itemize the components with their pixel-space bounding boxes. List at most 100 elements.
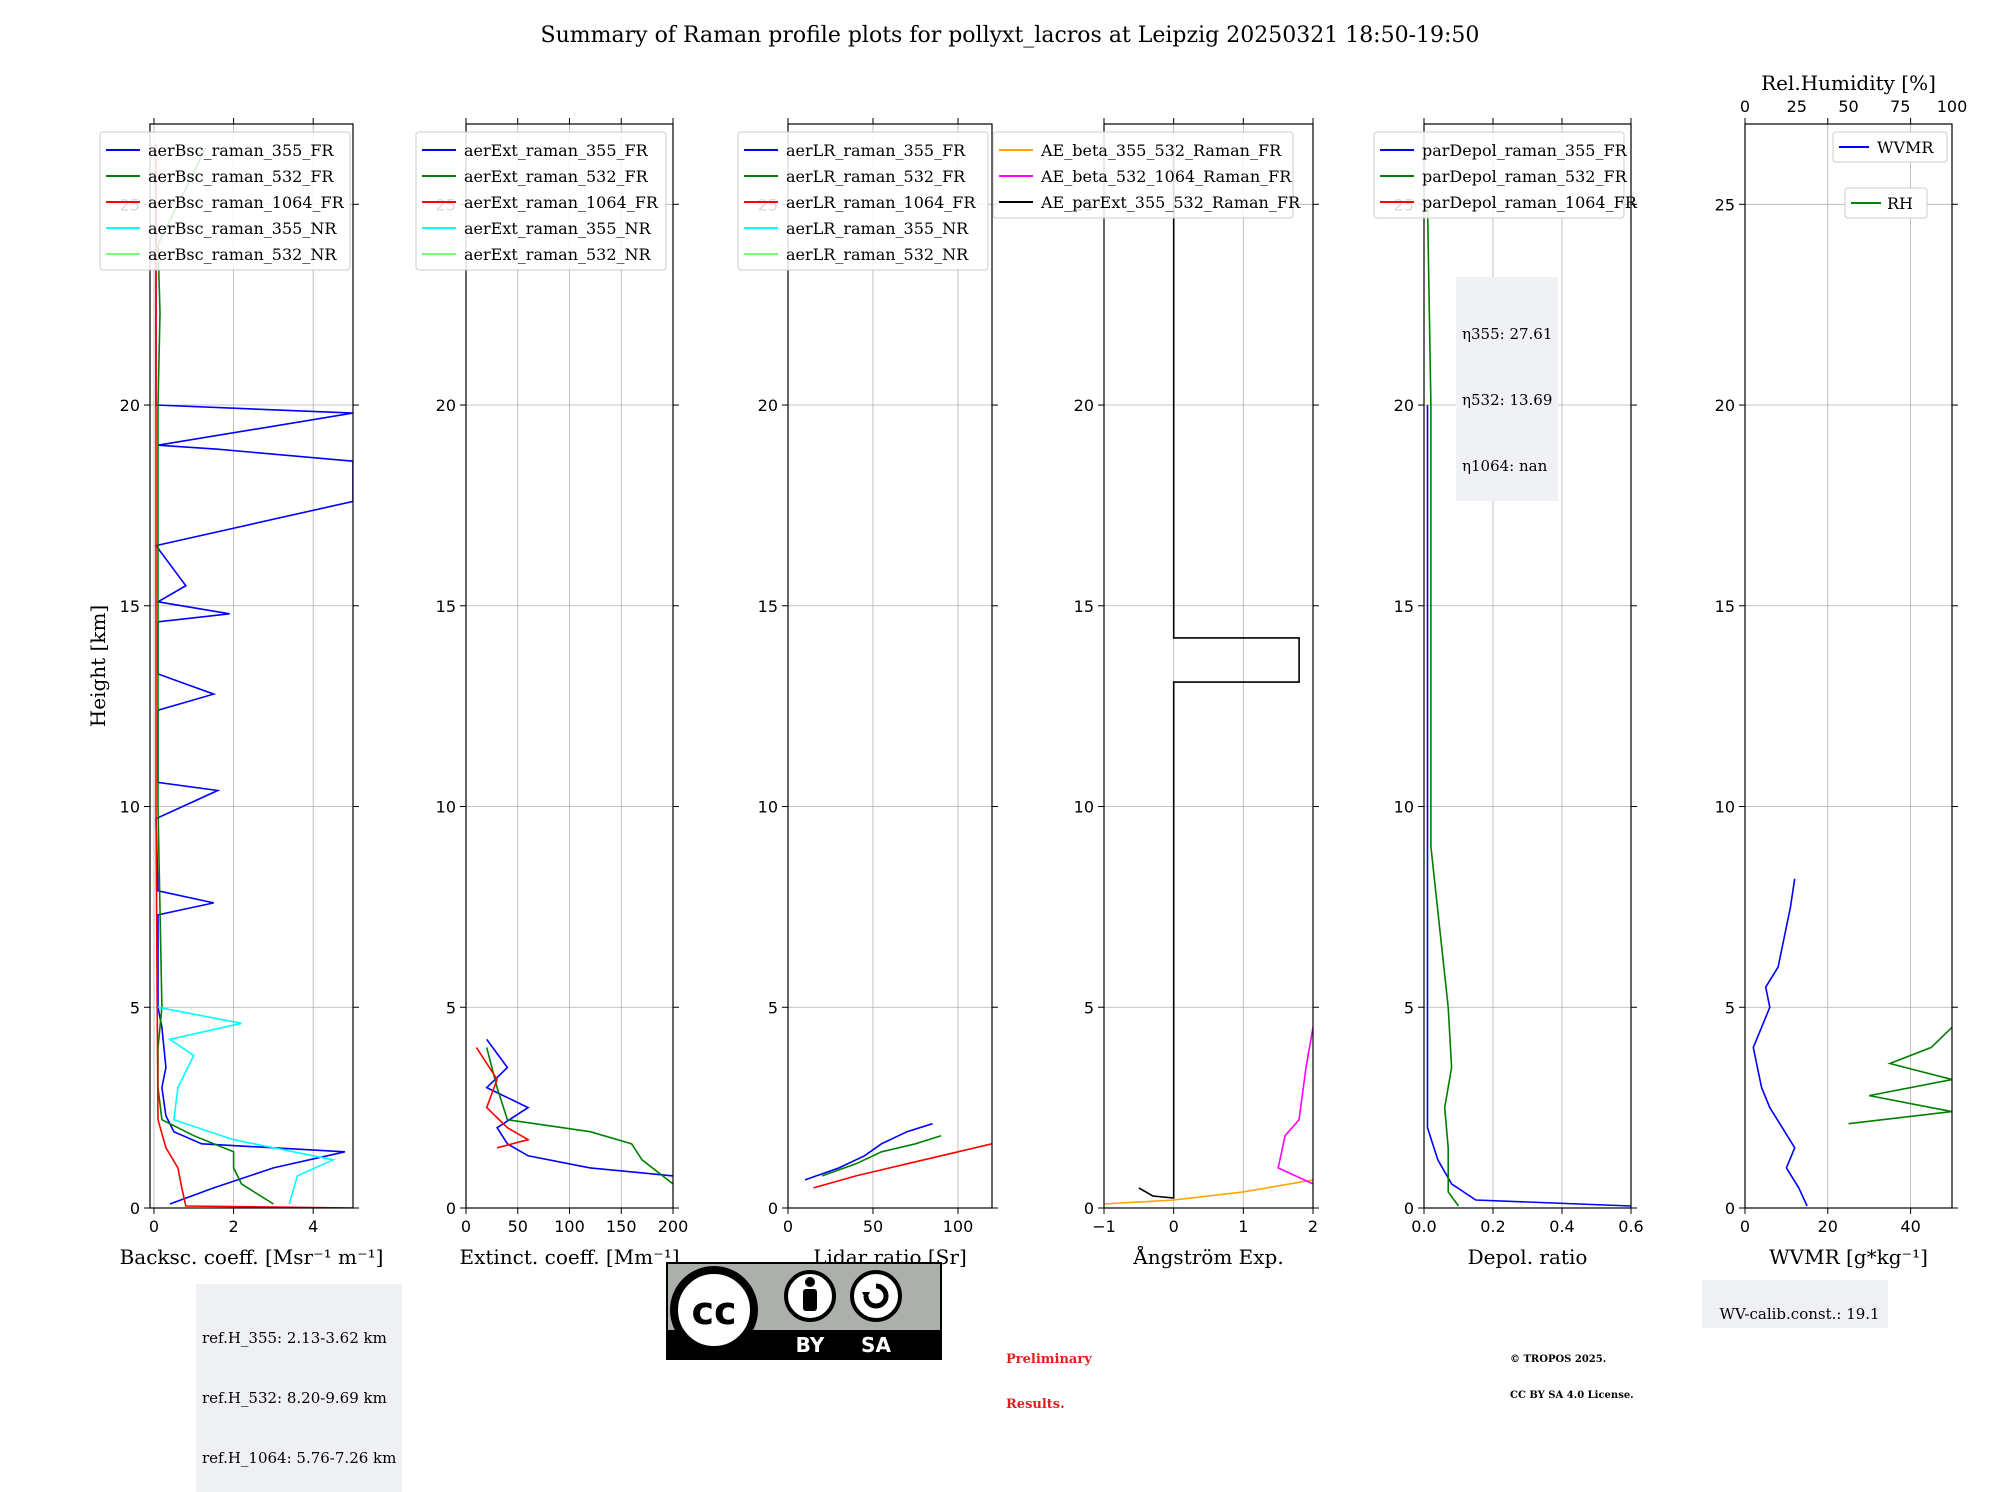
- panel-wv: 0 20 40 0 5 10 15 20 25 WVMR [g*kg⁻¹] 0 25 50 75 100Re…: [1715, 71, 1968, 1269]
- x-tick-label: 40: [1900, 1217, 1920, 1236]
- cc-by-label: BY: [796, 1333, 825, 1357]
- figure: Summary of Raman profile plots for polly…: [86, 23, 1968, 1269]
- x-tick-label: 0: [1740, 1217, 1750, 1236]
- preliminary-note: Preliminary Results.: [1006, 1322, 1092, 1427]
- series-line-aerBsc_raman_355_FR: [154, 204, 353, 1205]
- x-tick-label: 200: [658, 1217, 689, 1236]
- cc-logo-text: cc: [691, 1289, 736, 1333]
- x-tick-label: 2: [1308, 1217, 1318, 1236]
- legend-label: parDepol_raman_532_FR: [1422, 167, 1628, 186]
- x-tick-label: 0: [1169, 1217, 1179, 1236]
- series-line-aerLR_raman_355_FR: [804, 1122, 933, 1181]
- legend-label: aerBsc_raman_355_FR: [148, 141, 334, 160]
- series-group: [154, 144, 353, 1208]
- series-group: [1104, 144, 1313, 1205]
- y-tick-label: 0: [1725, 1199, 1735, 1218]
- y-tick-label: 5: [1404, 998, 1414, 1017]
- series-line-aerBsc_raman_532_FR: [157, 147, 274, 1205]
- top-axis-label: Rel.Humidity [%]: [1761, 71, 1936, 95]
- y-tick-label: 20: [1394, 396, 1414, 415]
- y-tick-label: 5: [446, 998, 456, 1017]
- wv-calib-text: WV-calib.const.: 19.1: [1719, 1305, 1880, 1323]
- x-tick-label: 0: [783, 1217, 793, 1236]
- y-tick-label: 10: [1394, 798, 1414, 817]
- x-axis-label: Backsc. coeff. [Msr⁻¹ m⁻¹]: [120, 1245, 384, 1269]
- y-tick-label: 20: [1074, 396, 1094, 415]
- cc-logo-icon: [670, 1266, 758, 1354]
- legend-box: [99, 131, 351, 271]
- legend-label: RH: [1887, 194, 1913, 213]
- x-tick-label: 100: [554, 1217, 585, 1236]
- series-line-RH: [1848, 1026, 1952, 1125]
- series-group: [804, 1122, 992, 1189]
- y-tick-label: 15: [120, 597, 140, 616]
- refh-532: ref.H_532: 8.20-9.69 km: [202, 1389, 387, 1407]
- y-tick-label: 10: [1074, 798, 1094, 817]
- y-tick-label: 15: [1715, 597, 1735, 616]
- refh-355: ref.H_355: 2.13-3.62 km: [202, 1329, 387, 1347]
- eta-1064: η1064: nan: [1462, 457, 1548, 475]
- top-tick-label: 75: [1890, 97, 1910, 116]
- y-tick-label: 25: [1715, 195, 1735, 214]
- x-axis-label: Extinct. coeff. [Mm⁻¹]: [459, 1245, 679, 1269]
- series-line-aerExt_raman_355_FR: [485, 1038, 673, 1177]
- x-tick-label: 0.6: [1618, 1217, 1643, 1236]
- series-line-AE_parExt_355_532_Raman_FR: [1138, 144, 1300, 1199]
- preliminary-line-2: Results.: [1006, 1397, 1065, 1412]
- axes-frame: [465, 123, 674, 1209]
- y-tick-label: 15: [1394, 597, 1414, 616]
- series-line-aerLR_raman_532_FR: [821, 1134, 942, 1177]
- series-line-aerLR_raman_1064_FR: [813, 1143, 992, 1189]
- series-line-aerBsc_raman_355_NR: [157, 1006, 336, 1205]
- x-tick-label: 100: [943, 1217, 974, 1236]
- y-tick-label: 20: [1715, 396, 1735, 415]
- legend-label: aerLR_raman_355_NR: [786, 219, 969, 238]
- legend-label: aerBsc_raman_532_NR: [148, 245, 337, 264]
- legend-label: aerLR_raman_532_NR: [786, 245, 969, 264]
- axes-frame: [1744, 123, 1953, 1209]
- series-line-aerBsc_raman_1064_FR: [155, 144, 353, 1208]
- wv-calib-box: WV-calib.const.: 19.1: [1702, 1280, 1888, 1328]
- x-tick-label: −1: [1092, 1217, 1116, 1236]
- series-group: [1752, 878, 1952, 1207]
- top-tick-label: 50: [1838, 97, 1858, 116]
- y-tick-label: 5: [1084, 998, 1094, 1017]
- copyright-note: © TROPOS 2025. CC BY SA 4.0 License.: [1510, 1330, 1634, 1414]
- legend-label: parDepol_raman_355_FR: [1422, 141, 1628, 160]
- share-alike-icon: [850, 1270, 902, 1322]
- x-tick-label: 20: [1818, 1217, 1838, 1236]
- x-tick-label: 0.2: [1480, 1217, 1505, 1236]
- legend-label: AE_beta_355_532_Raman_FR: [1040, 141, 1282, 160]
- axes-frame: [787, 123, 993, 1209]
- y-tick-label: 10: [120, 798, 140, 817]
- x-tick-label: 0.4: [1549, 1217, 1574, 1236]
- y-tick-label: 0: [130, 1199, 140, 1218]
- legend-box: [415, 131, 667, 271]
- legend-box: [737, 131, 989, 271]
- y-tick-label: 20: [436, 396, 456, 415]
- legend-label: aerLR_raman_1064_FR: [786, 193, 976, 212]
- legend-label: aerExt_raman_532_NR: [464, 245, 652, 264]
- top-tick-label: 0: [1740, 97, 1750, 116]
- x-tick-label: 4: [308, 1217, 318, 1236]
- legend-label: aerExt_raman_532_FR: [464, 167, 649, 186]
- y-tick-label: 10: [758, 798, 778, 817]
- cc-license-badge: cc BY SA: [666, 1262, 942, 1360]
- y-tick-label: 15: [436, 597, 456, 616]
- top-tick-label: 25: [1787, 97, 1807, 116]
- y-tick-label: 15: [758, 597, 778, 616]
- series-line-aerExt_raman_1064_FR: [475, 1046, 531, 1149]
- series-line-AE_beta_532_1064_Raman_FR: [1277, 1027, 1313, 1185]
- reference-height-box: ref.H_355: 2.13-3.62 km ref.H_532: 8.20-…: [196, 1284, 403, 1492]
- x-axis-label: Ångström Exp.: [1132, 1244, 1283, 1269]
- series-line-aerExt_raman_532_FR: [485, 1047, 673, 1185]
- panel-bsc: 0240510152025Backsc. coeff. [Msr⁻¹ m⁻¹]a…: [99, 118, 384, 1269]
- cc-sa-label: SA: [861, 1333, 891, 1357]
- x-axis-label: WVMR [g*kg⁻¹]: [1769, 1245, 1928, 1269]
- axes-frame: [1103, 123, 1314, 1209]
- x-tick-label: 150: [606, 1217, 637, 1236]
- panel-lr: 0501000510152025Lidar ratio [Sr]aerLR_ra…: [737, 118, 998, 1269]
- copyright-line-1: © TROPOS 2025.: [1510, 1354, 1607, 1365]
- x-axis-label: Depol. ratio: [1468, 1245, 1588, 1269]
- eta-355: η355: 27.61: [1462, 325, 1553, 343]
